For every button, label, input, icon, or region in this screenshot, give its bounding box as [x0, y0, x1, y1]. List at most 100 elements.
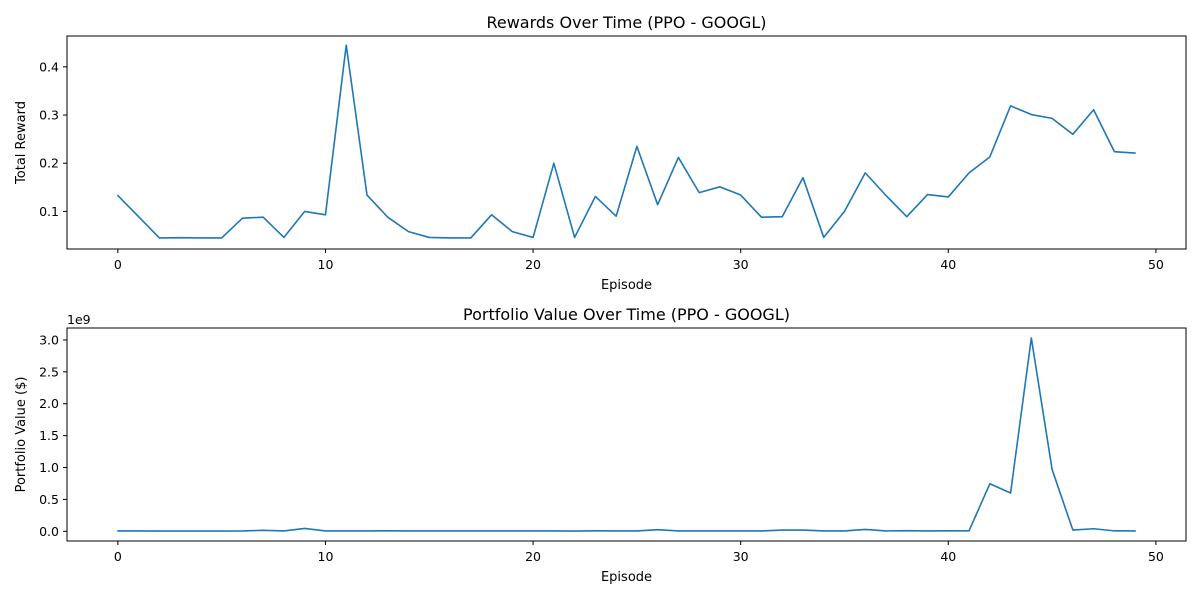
chart-1-xtick-label-3: 30: [733, 549, 749, 564]
chart-0-point-24: [615, 215, 617, 217]
chart-1-point-25: [636, 530, 638, 532]
chart-1-point-15: [428, 530, 430, 532]
chart-0-point-40: [947, 196, 949, 198]
chart-1-point-27: [677, 530, 679, 532]
chart-1-point-0: [117, 530, 119, 532]
chart-1-point-33: [802, 529, 804, 531]
chart-0-point-31: [760, 216, 762, 218]
chart-0-point-20: [532, 236, 534, 238]
chart-1-point-17: [470, 530, 472, 532]
chart-0-point-38: [906, 216, 908, 218]
chart-1-point-12: [366, 530, 368, 532]
chart-0-point-34: [823, 236, 825, 238]
chart-0-xtick-label-0: 0: [114, 257, 122, 272]
chart-0-title: Rewards Over Time (PPO - GOOGL): [486, 13, 766, 32]
chart-1-ytick-label-0: 0.0: [39, 524, 59, 539]
chart-0-point-15: [428, 236, 430, 238]
chart-0-point-47: [1092, 109, 1094, 111]
chart-1-point-47: [1092, 528, 1094, 530]
chart-0-point-1: [137, 216, 139, 218]
chart-1-point-22: [573, 530, 575, 532]
chart-1-point-21: [553, 530, 555, 532]
chart-0-point-12: [366, 194, 368, 196]
chart-1-xtick-label-2: 20: [525, 549, 541, 564]
chart-0-point-13: [387, 216, 389, 218]
chart-1-point-32: [781, 529, 783, 531]
chart-1-point-20: [532, 530, 534, 532]
chart-0-point-26: [656, 203, 658, 205]
chart-1-point-49: [1134, 530, 1136, 532]
chart-0-point-17: [470, 237, 472, 239]
chart-1-point-40: [947, 530, 949, 532]
chart-0-point-10: [324, 214, 326, 216]
chart-0-point-43: [1009, 105, 1011, 107]
chart-0-point-21: [553, 162, 555, 164]
chart-1-point-9: [304, 527, 306, 529]
chart-1-ytick-label-2: 1.0: [39, 460, 59, 475]
chart-0-xtick-label-4: 40: [940, 257, 956, 272]
chart-0-point-33: [802, 176, 804, 178]
chart-0-xtick-label-2: 20: [525, 257, 541, 272]
chart-0-point-3: [179, 236, 181, 238]
chart-0-axes-frame: [66, 35, 1187, 250]
chart-1-point-41: [968, 530, 970, 532]
chart-1-point-37: [885, 530, 887, 532]
chart-1-point-1: [137, 530, 139, 532]
chart-1-ytick-label-4: 2.0: [39, 396, 59, 411]
chart-0-point-23: [594, 195, 596, 197]
chart-1-point-45: [1051, 468, 1053, 470]
chart-0-point-18: [490, 214, 492, 216]
chart-0-point-14: [407, 230, 409, 232]
portfolio-value-chart: Portfolio Value Over Time (PPO - GOOGL) 0…: [14, 305, 1187, 585]
chart-1-point-6: [241, 530, 243, 532]
chart-1-point-5: [220, 530, 222, 532]
chart-1-point-31: [760, 530, 762, 532]
chart-1-xtick-label-1: 10: [318, 549, 334, 564]
chart-0-point-9: [304, 210, 306, 212]
chart-1-point-13: [387, 530, 389, 532]
chart-1-point-19: [511, 530, 513, 532]
chart-0-ylabel: Total Reward: [14, 101, 29, 185]
chart-0-xlabel: Episode: [601, 278, 652, 293]
chart-1-point-46: [1072, 529, 1074, 531]
chart-1-point-8: [283, 530, 285, 532]
chart-0-point-46: [1072, 133, 1074, 135]
chart-1-point-30: [739, 530, 741, 532]
chart-1-point-16: [449, 530, 451, 532]
chart-0-xtick-label-3: 30: [733, 257, 749, 272]
chart-1-series-line: [117, 337, 1136, 532]
chart-0-ytick-label-2: 0.3: [39, 108, 59, 123]
chart-1-point-39: [926, 530, 928, 532]
chart-1-axes-frame: [66, 327, 1187, 542]
chart-0-ytick-label-1: 0.2: [39, 156, 59, 171]
chart-0-point-37: [885, 194, 887, 196]
chart-0-point-4: [200, 237, 202, 239]
chart-0-point-6: [241, 217, 243, 219]
chart-0-point-49: [1134, 152, 1136, 154]
chart-1-point-4: [200, 530, 202, 532]
chart-1-point-36: [864, 528, 866, 530]
chart-0-point-39: [926, 193, 928, 195]
chart-1-ytick-label-1: 0.5: [39, 492, 59, 507]
chart-1-point-7: [262, 529, 264, 531]
chart-0-point-41: [968, 172, 970, 174]
chart-1-point-3: [179, 530, 181, 532]
chart-1-xtick-label-4: 40: [940, 549, 956, 564]
chart-1-point-35: [843, 530, 845, 532]
chart-0-point-28: [698, 191, 700, 193]
chart-0-point-45: [1051, 117, 1053, 119]
chart-1-title: Portfolio Value Over Time (PPO - GOOGL): [463, 305, 790, 324]
chart-1-xtick-label-0: 0: [114, 549, 122, 564]
rewards-chart: Rewards Over Time (PPO - GOOGL) 0 10 20 30 40…: [14, 13, 1187, 293]
chart-1-point-44: [1030, 337, 1032, 339]
chart-0-xtick-label-1: 10: [318, 257, 334, 272]
chart-0-ytick-label-3: 0.4: [39, 59, 59, 74]
chart-0-point-16: [449, 237, 451, 239]
chart-1-point-29: [719, 530, 721, 532]
chart-1-ytick-label-3: 1.5: [39, 428, 59, 443]
chart-1-point-14: [407, 530, 409, 532]
chart-1-xlabel: Episode: [601, 570, 652, 585]
chart-0-point-5: [220, 237, 222, 239]
chart-1-point-43: [1009, 492, 1011, 494]
